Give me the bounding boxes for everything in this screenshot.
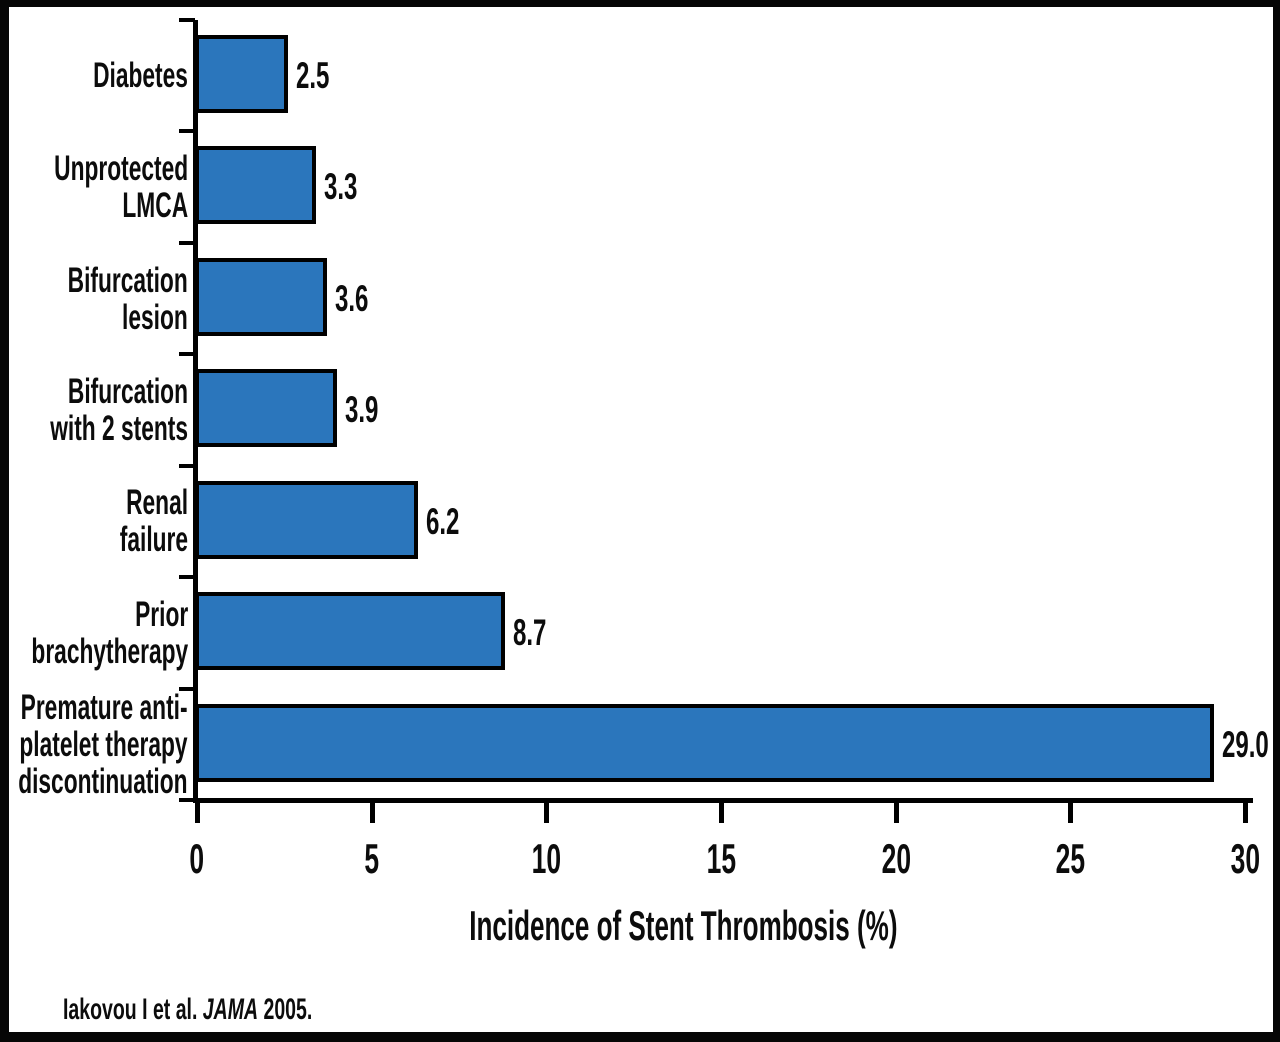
x-tick-label: 10 bbox=[501, 836, 591, 882]
value-label-2: 3.3 bbox=[324, 148, 375, 226]
y-axis-tick bbox=[179, 129, 195, 133]
value-label-6: 8.7 bbox=[513, 594, 564, 672]
x-tick-label: 20 bbox=[851, 836, 941, 882]
bar-2 bbox=[195, 146, 316, 224]
x-tick-label: 5 bbox=[327, 836, 417, 882]
value-label-text: 8.7 bbox=[513, 612, 547, 653]
category-label-7: Premature anti-platelet therapy discontin… bbox=[0, 689, 188, 800]
y-axis-tick bbox=[179, 241, 195, 245]
value-label-text: 3.3 bbox=[324, 166, 358, 207]
x-axis-tick bbox=[719, 800, 724, 823]
value-label-text: 29.0 bbox=[1222, 724, 1269, 765]
citation-journal: JAMA bbox=[202, 993, 259, 1026]
x-tick-label: 25 bbox=[1025, 836, 1115, 882]
value-label-3: 3.6 bbox=[335, 260, 386, 338]
y-axis-tick bbox=[179, 352, 195, 356]
x-axis-tick bbox=[370, 800, 375, 823]
value-label-7: 29.0 bbox=[1222, 706, 1280, 784]
x-tick-label: 30 bbox=[1200, 836, 1280, 882]
category-label-text: Bifurcation lesion bbox=[67, 260, 188, 337]
citation-suffix: 2005. bbox=[258, 993, 313, 1026]
category-label-4: Bifurcation with 2 stents bbox=[0, 354, 188, 465]
citation-text: Iakovou I et al. JAMA 2005. bbox=[63, 992, 312, 1028]
x-tick-label-text: 0 bbox=[189, 835, 205, 882]
x-axis-tick bbox=[195, 800, 200, 823]
y-axis-tick bbox=[179, 18, 195, 22]
x-axis-tick bbox=[894, 800, 899, 823]
x-tick-label-text: 25 bbox=[1055, 835, 1085, 882]
value-label-5: 6.2 bbox=[426, 483, 477, 561]
x-axis-tick bbox=[1068, 800, 1073, 823]
bar-6 bbox=[195, 592, 505, 670]
category-label-3: Bifurcation lesion bbox=[0, 243, 188, 354]
category-label-text: Premature anti-platelet therapy discontin… bbox=[18, 687, 188, 801]
citation-prefix: Iakovou I et al. bbox=[63, 993, 203, 1026]
x-axis-title-text: Incidence of Stent Thrombosis (%) bbox=[468, 902, 898, 949]
value-label-text: 6.2 bbox=[426, 501, 460, 542]
x-tick-label: 0 bbox=[152, 836, 242, 882]
value-label-4: 3.9 bbox=[345, 371, 396, 449]
value-label-text: 2.5 bbox=[296, 55, 330, 96]
value-label-1: 2.5 bbox=[296, 37, 347, 115]
category-label-6: Prior brachytherapy bbox=[0, 577, 188, 688]
x-axis-tick bbox=[544, 800, 549, 823]
x-tick-label-text: 10 bbox=[531, 835, 561, 882]
category-label-text: Renal failure bbox=[119, 483, 188, 560]
category-label-text: Diabetes bbox=[93, 56, 188, 96]
bar-1 bbox=[195, 35, 288, 113]
x-tick-label-text: 15 bbox=[706, 835, 736, 882]
citation: Iakovou I et al. JAMA 2005. bbox=[63, 992, 447, 1028]
bar-7 bbox=[195, 704, 1214, 782]
category-label-1: Diabetes bbox=[0, 20, 188, 131]
category-label-text: Prior brachytherapy bbox=[31, 594, 188, 671]
category-label-2: Unprotected LMCA bbox=[0, 131, 188, 242]
category-label-text: Unprotected LMCA bbox=[54, 149, 188, 226]
value-label-text: 3.6 bbox=[335, 278, 369, 319]
y-axis-tick bbox=[179, 464, 195, 468]
category-label-text: Bifurcation with 2 stents bbox=[50, 371, 188, 448]
x-tick-label-text: 5 bbox=[364, 835, 380, 882]
bar-4 bbox=[195, 369, 337, 447]
x-axis-title: Incidence of Stent Thrombosis (%) bbox=[158, 902, 1208, 950]
y-axis-tick bbox=[179, 798, 195, 802]
bar-3 bbox=[195, 258, 327, 336]
x-tick-label-text: 30 bbox=[1230, 835, 1260, 882]
category-label-5: Renal failure bbox=[0, 466, 188, 577]
x-tick-label-text: 20 bbox=[881, 835, 911, 882]
y-axis-tick bbox=[179, 575, 195, 579]
y-axis-tick bbox=[179, 687, 195, 691]
bar-5 bbox=[195, 481, 418, 559]
x-tick-label: 15 bbox=[676, 836, 766, 882]
value-label-text: 3.9 bbox=[345, 389, 379, 430]
x-axis-tick bbox=[1243, 800, 1248, 823]
